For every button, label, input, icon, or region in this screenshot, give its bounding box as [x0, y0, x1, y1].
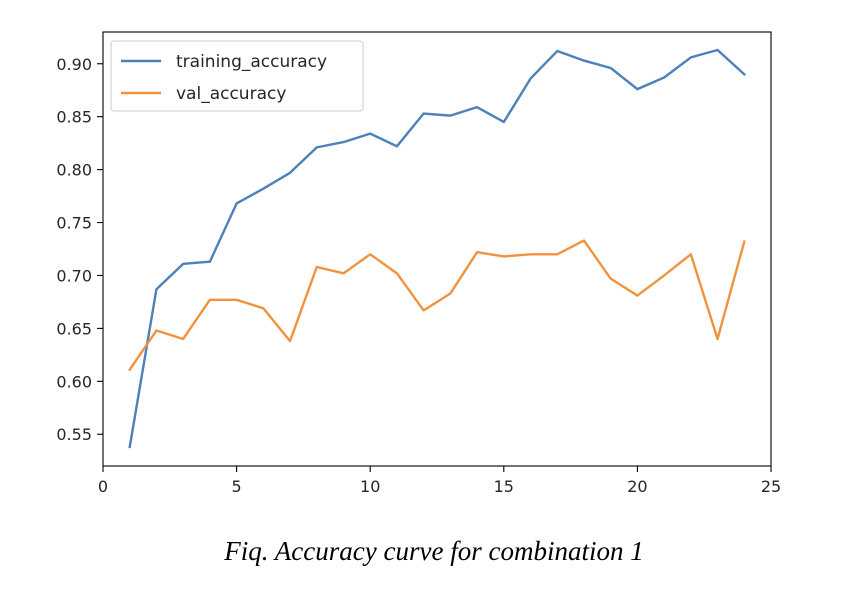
y-tick-label: 0.90	[56, 55, 92, 74]
y-tick-label: 0.75	[56, 214, 92, 233]
series-line-training-accuracy	[128, 48, 746, 449]
figure-caption: Fiq. Accuracy curve for combination 1	[224, 536, 644, 566]
y-tick-label: 0.70	[56, 266, 92, 285]
y-tick-label: 0.60	[56, 372, 92, 391]
y-tick-label: 0.65	[56, 319, 92, 338]
accuracy-chart: 0 5 10 15 20 25 0.55 0.60 0.65 0.70 0.75 0.80 0.85 0.…	[56, 31, 781, 496]
x-tick-label: 10	[360, 477, 380, 496]
y-tick-label: 0.80	[56, 161, 92, 180]
legend-label-training-accuracy: training_accuracy	[176, 52, 327, 72]
y-tick-label: 0.55	[56, 425, 92, 444]
series-line-val-accuracy	[128, 239, 746, 372]
legend-label-val-accuracy: val_accuracy	[176, 84, 286, 104]
legend: training_accuracy val_accuracy	[110, 40, 364, 112]
axes-frame	[102, 31, 772, 467]
legend-box	[110, 40, 364, 112]
x-tick-label: 20	[627, 477, 647, 496]
x-tick-label: 25	[761, 477, 781, 496]
x-tick-label: 5	[232, 477, 242, 496]
plot-area: 0 5 10 15 20 25 0.55 0.60 0.65 0.70 0.75 0.80 0.85 0.…	[56, 31, 781, 496]
y-tick-label: 0.85	[56, 108, 92, 127]
x-tick-label: 0	[98, 477, 108, 496]
x-tick-label: 15	[494, 477, 514, 496]
